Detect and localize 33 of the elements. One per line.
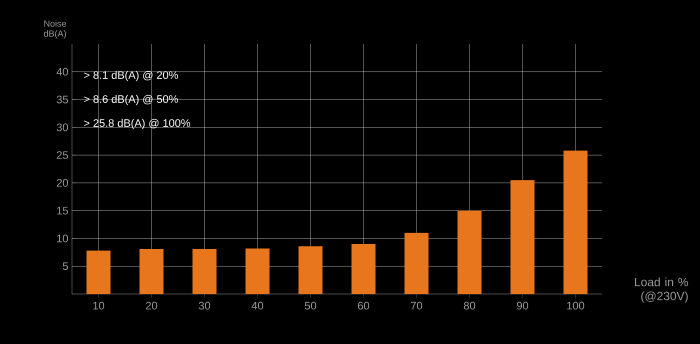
bar	[86, 250, 111, 294]
bar	[246, 248, 270, 294]
bar	[298, 246, 323, 294]
y-tick-label: 20	[56, 179, 68, 187]
y-tick-label: 35	[56, 96, 68, 104]
x-tick-label: 20	[146, 302, 158, 310]
x-tick-label: 80	[464, 302, 476, 310]
y-tick-label: 25	[56, 151, 68, 159]
bar	[352, 244, 376, 294]
y-tick-label: 15	[57, 206, 68, 214]
x-tick-label: 70	[410, 302, 422, 310]
x-tick-label: 40	[252, 302, 264, 310]
x-tick-label: 60	[358, 302, 370, 310]
annotation: > 25.8 dB(A) @ 100%	[84, 118, 190, 130]
bar	[458, 210, 482, 294]
y-tick-label: 40	[56, 68, 68, 76]
y-axis-title: Noise dB(A)	[44, 20, 66, 38]
x-tick-label: 10	[93, 302, 104, 310]
x-tick-label: 30	[198, 302, 210, 310]
x-tick-label: 100	[567, 302, 584, 310]
bar	[564, 150, 588, 294]
x-tick-label: 90	[516, 302, 528, 310]
y-tick-label: 10	[57, 234, 68, 242]
bar	[510, 180, 535, 294]
x-tick-label: 50	[304, 302, 316, 310]
y-tick-label: 30	[56, 123, 68, 132]
x-axis-title: Load in % (@230V)	[635, 278, 688, 303]
bar	[404, 232, 429, 294]
annotation: > 8.6 dB(A) @ 50%	[84, 94, 178, 106]
bar	[192, 249, 217, 294]
bar	[140, 249, 164, 294]
y-tick-label: 5	[62, 262, 68, 270]
annotation: > 8.1 dB(A) @ 20%	[84, 70, 178, 82]
